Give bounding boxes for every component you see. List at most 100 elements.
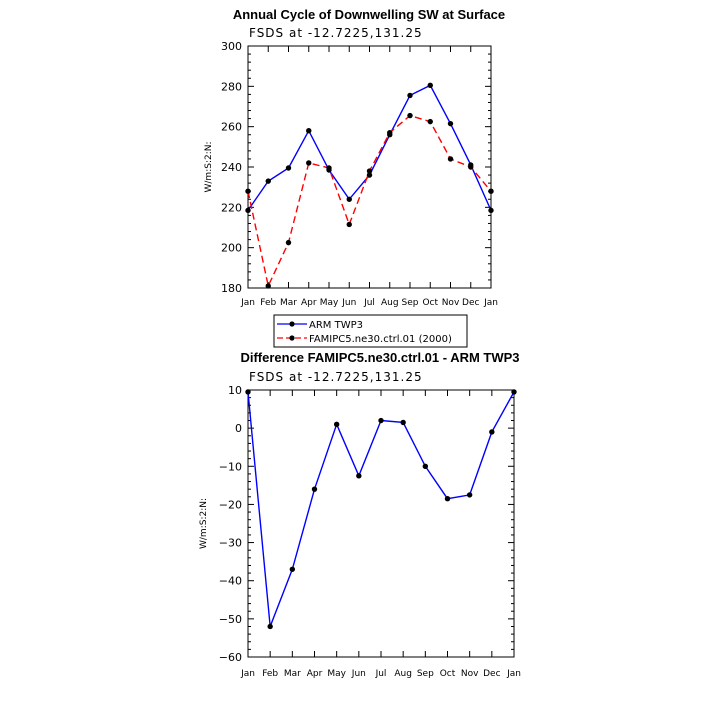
y-tick-label: 300 bbox=[221, 40, 242, 53]
x-tick-label: Dec bbox=[483, 669, 500, 679]
chart-title: Annual Cycle of Downwelling SW at Surfac… bbox=[233, 7, 505, 22]
y-tick-label: 280 bbox=[221, 80, 242, 93]
data-point bbox=[488, 207, 494, 214]
data-point bbox=[265, 283, 271, 289]
y-tick-label: 10 bbox=[228, 384, 242, 397]
series-line-2 bbox=[247, 114, 492, 289]
x-tick-label: Aug bbox=[394, 669, 412, 679]
data-point bbox=[378, 417, 384, 424]
legend-label-famipc5: FAMIPC5.ne30.ctrl.01 (2000) bbox=[309, 334, 452, 345]
difference-chart: Difference FAMIPC5.ne30.ctrl.01 - ARM TW… bbox=[199, 350, 521, 679]
legend: ARM TWP3 FAMIPC5.ne30.ctrl.01 (2000) bbox=[273, 314, 468, 348]
y-tick-label: −50 bbox=[219, 613, 242, 626]
y-tick-label: −30 bbox=[219, 537, 242, 550]
y-tick-label: −60 bbox=[219, 651, 242, 664]
data-point bbox=[407, 92, 413, 99]
x-tick-label: Mar bbox=[280, 298, 297, 308]
x-tick-label: Feb bbox=[262, 669, 278, 679]
x-tick-label: Jun bbox=[341, 298, 356, 308]
y-tick-label: 0 bbox=[235, 422, 242, 435]
data-point bbox=[333, 421, 340, 428]
x-tick-label: Oct bbox=[422, 298, 438, 308]
x-tick-label: Jan bbox=[483, 298, 498, 308]
plot-area: −60 −50 −40 −30 −20 −10 0 10 Jan Feb Mar Apr May Jun J… bbox=[199, 384, 521, 679]
y-tick-label: 180 bbox=[221, 282, 242, 295]
data-point bbox=[366, 168, 373, 174]
legend-item-famipc5: FAMIPC5.ne30.ctrl.01 (2000) bbox=[277, 334, 452, 345]
data-point bbox=[346, 196, 352, 202]
data-point bbox=[285, 165, 292, 171]
data-point bbox=[306, 128, 312, 134]
data-point bbox=[427, 118, 433, 125]
data-point bbox=[488, 188, 494, 194]
data-point bbox=[306, 160, 312, 166]
x-tick-label: Jan bbox=[240, 298, 255, 308]
chart-title: Difference FAMIPC5.ne30.ctrl.01 - ARM TW… bbox=[240, 350, 519, 365]
data-point bbox=[356, 473, 362, 479]
x-tick-label: May bbox=[327, 669, 346, 679]
data-point bbox=[326, 165, 332, 171]
data-point bbox=[447, 156, 454, 162]
plot-frame bbox=[247, 389, 515, 658]
legend-marker-arm-twp3 bbox=[289, 321, 295, 327]
data-point bbox=[366, 172, 373, 178]
data-point bbox=[400, 419, 406, 426]
chart-subtitle: FSDS at -12.7225,131.25 bbox=[249, 370, 423, 384]
data-point bbox=[285, 239, 292, 246]
x-tick-label: Aug bbox=[381, 298, 399, 308]
y-tick-label: −40 bbox=[219, 575, 242, 588]
x-tick-label: Sep bbox=[417, 669, 434, 679]
series-line-1 bbox=[247, 391, 515, 627]
x-tick-label: May bbox=[320, 298, 339, 308]
x-tick-label: Jan bbox=[506, 669, 521, 679]
legend-marker-famipc5 bbox=[289, 335, 295, 341]
data-point bbox=[422, 463, 429, 469]
y-axis-label: W/m:S:2:N: bbox=[204, 142, 214, 193]
y-tick-label: −10 bbox=[219, 460, 242, 473]
x-tick-label: Nov bbox=[442, 298, 460, 308]
series-line-1 bbox=[247, 84, 492, 211]
y-tick-label: 240 bbox=[221, 161, 242, 174]
chart-subtitle: FSDS at -12.7225,131.25 bbox=[249, 26, 423, 40]
x-tick-label: Mar bbox=[284, 669, 301, 679]
annual-cycle-chart: Annual Cycle of Downwelling SW at Surfac… bbox=[204, 7, 505, 308]
y-tick-label: −20 bbox=[219, 498, 242, 511]
y-axis-label: W/m:S:2:N: bbox=[199, 498, 209, 549]
x-tick-label: Apr bbox=[301, 298, 317, 308]
data-point bbox=[466, 492, 473, 498]
data-point bbox=[468, 164, 474, 170]
x-tick-label: Nov bbox=[461, 669, 479, 679]
x-tick-label: Oct bbox=[440, 669, 456, 679]
data-point bbox=[511, 389, 517, 395]
x-tick-label: Jun bbox=[351, 669, 366, 679]
legend-item-arm-twp3: ARM TWP3 bbox=[277, 320, 363, 331]
data-point bbox=[387, 130, 393, 136]
data-point bbox=[245, 188, 251, 194]
x-tick-label: Apr bbox=[307, 669, 323, 679]
x-tick-label: Feb bbox=[260, 298, 276, 308]
data-point bbox=[346, 221, 352, 228]
data-point bbox=[427, 82, 433, 89]
data-point bbox=[489, 429, 495, 435]
data-point bbox=[265, 178, 271, 184]
x-tick-label: Jan bbox=[240, 669, 255, 679]
plot-area: 180 200 220 240 260 280 300 Jan Feb Mar Apr May Jun J… bbox=[204, 40, 498, 308]
x-tick-label: Sep bbox=[402, 298, 419, 308]
y-tick-label: 260 bbox=[221, 121, 242, 134]
y-tick-label: 220 bbox=[221, 201, 242, 214]
data-point bbox=[311, 486, 318, 492]
data-point bbox=[267, 623, 273, 630]
data-point bbox=[245, 389, 251, 395]
x-tick-label: Jul bbox=[363, 298, 375, 308]
data-point bbox=[245, 207, 251, 214]
legend-label-arm-twp3: ARM TWP3 bbox=[309, 320, 363, 331]
legend-box bbox=[273, 314, 468, 348]
data-point bbox=[407, 112, 413, 119]
x-tick-label: Dec bbox=[462, 298, 479, 308]
data-point bbox=[447, 120, 454, 127]
data-point bbox=[444, 496, 451, 502]
x-tick-label: Jul bbox=[375, 669, 387, 679]
data-point bbox=[289, 566, 296, 572]
y-tick-label: 200 bbox=[221, 242, 242, 255]
